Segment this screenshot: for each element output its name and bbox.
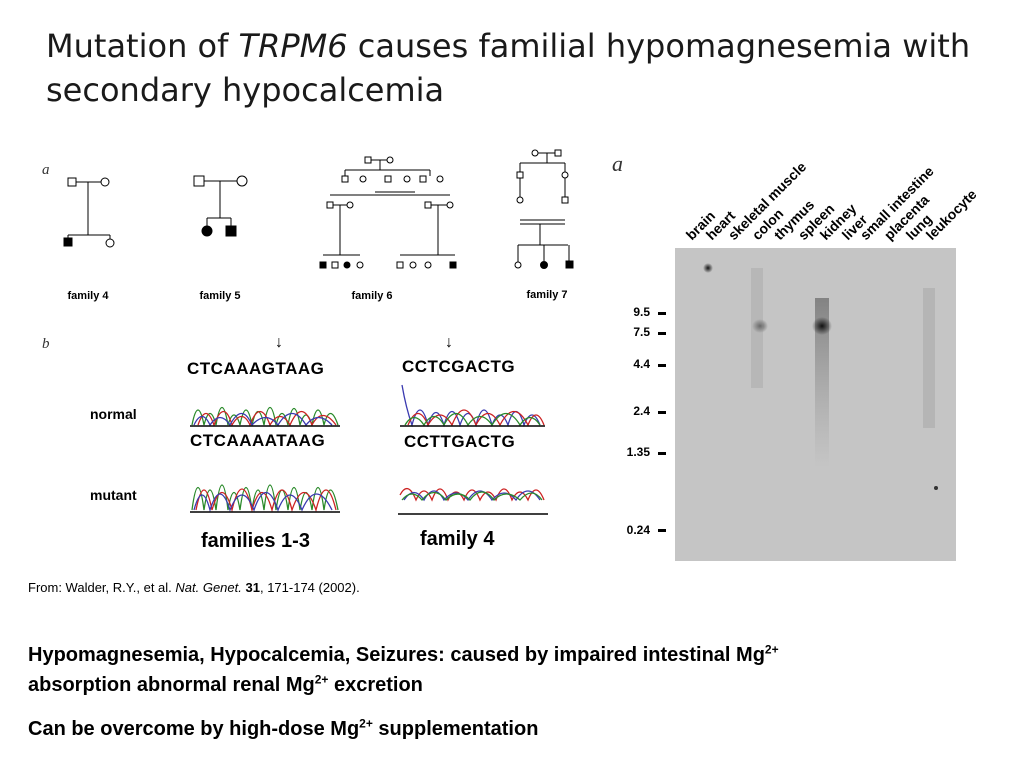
marker-label-1-35: 1.35 bbox=[626, 445, 650, 459]
normal-row-label: normal bbox=[90, 406, 137, 422]
bullet-1-part-2: absorption abnormal renal Mg bbox=[28, 674, 315, 696]
chromatogram-traces bbox=[190, 384, 548, 515]
title-text-2: causes familial hypomagnesemia with seco… bbox=[46, 27, 971, 109]
mutant-sequence-1: CTCAAAATAAG bbox=[190, 431, 326, 450]
bullet-2-part-2: supplementation bbox=[372, 718, 539, 740]
family-4-label: family 4 bbox=[67, 290, 109, 302]
marker-label-0-24: 0.24 bbox=[626, 523, 650, 537]
pedigree-family-4 bbox=[63, 177, 115, 248]
panel-a-label: a bbox=[42, 162, 50, 178]
marker-label-9-5: 9.5 bbox=[633, 305, 650, 319]
pedigree-family-6 bbox=[319, 156, 457, 269]
northern-blot-figure: a brain heart skeletal muscle colon thym… bbox=[610, 145, 1010, 565]
charge-superscript-3: 2+ bbox=[359, 716, 373, 731]
group-label-family-4: family 4 bbox=[420, 528, 495, 550]
marker-tick-9-5 bbox=[658, 312, 666, 315]
blot-bands bbox=[675, 248, 956, 561]
title-text-1: Mutation of bbox=[46, 27, 239, 65]
normal-sequence-1: CTCAAAGTAAG bbox=[187, 359, 325, 378]
family-7-label: family 7 bbox=[526, 289, 568, 301]
charge-superscript-1: 2+ bbox=[764, 642, 779, 657]
mutant-row-label: mutant bbox=[90, 487, 137, 503]
citation-authors: From: Walder, R.Y., et al. bbox=[28, 580, 176, 595]
mutation-arrow-2: ↓ bbox=[445, 334, 453, 351]
pedigree-diagrams bbox=[63, 149, 574, 269]
family-5-label: family 5 bbox=[199, 290, 241, 302]
pedigree-family-7 bbox=[514, 149, 574, 269]
panel-b-label: b bbox=[42, 336, 50, 352]
marker-tick-4-4 bbox=[658, 364, 666, 367]
pedigree-sequencing-figure: a b bbox=[20, 140, 600, 560]
marker-label-4-4: 4.4 bbox=[633, 357, 650, 371]
bullet-2-part-1: Can be overcome by high-dose Mg bbox=[28, 718, 360, 740]
bullet-text-1: Hypomagnesemia, Hypocalcemia, Seizures: … bbox=[28, 640, 779, 700]
bullet-1-part-1: Hypomagnesemia, Hypocalcemia, Seizures: … bbox=[28, 644, 765, 666]
pedigree-family-5 bbox=[193, 175, 248, 237]
marker-tick-7-5 bbox=[658, 332, 666, 335]
marker-tick-2-4 bbox=[658, 411, 666, 414]
family-6-label: family 6 bbox=[351, 290, 393, 302]
marker-tick-0-24 bbox=[658, 529, 666, 532]
marker-label-7-5: 7.5 bbox=[633, 325, 650, 339]
citation-volume: 31 bbox=[245, 580, 260, 595]
group-label-families-1-3: families 1-3 bbox=[201, 530, 310, 552]
mutation-arrow-1: ↓ bbox=[275, 334, 283, 351]
normal-sequence-2: CCTCGACTG bbox=[402, 357, 516, 376]
charge-superscript-2: 2+ bbox=[314, 672, 329, 687]
lane-label-leukocyte: leukocyte bbox=[922, 186, 980, 243]
citation: From: Walder, R.Y., et al. Nat. Genet. 3… bbox=[28, 580, 360, 595]
mutant-sequence-2: CCTTGACTG bbox=[404, 432, 516, 451]
marker-label-2-4: 2.4 bbox=[633, 404, 650, 418]
citation-pages: , 171-174 (2002). bbox=[259, 580, 360, 595]
title-gene: TRPM6 bbox=[238, 27, 348, 65]
blot-membrane bbox=[675, 248, 956, 561]
slide-title: Mutation of TRPM6 causes familial hypoma… bbox=[46, 24, 1006, 112]
marker-tick-1-35 bbox=[658, 452, 666, 455]
blot-panel-a-label: a bbox=[612, 151, 623, 176]
bullet-text-2: Can be overcome by high-dose Mg2+ supple… bbox=[28, 714, 538, 744]
citation-journal: Nat. Genet. bbox=[175, 580, 242, 595]
bullet-1-part-3: excretion bbox=[328, 674, 423, 696]
